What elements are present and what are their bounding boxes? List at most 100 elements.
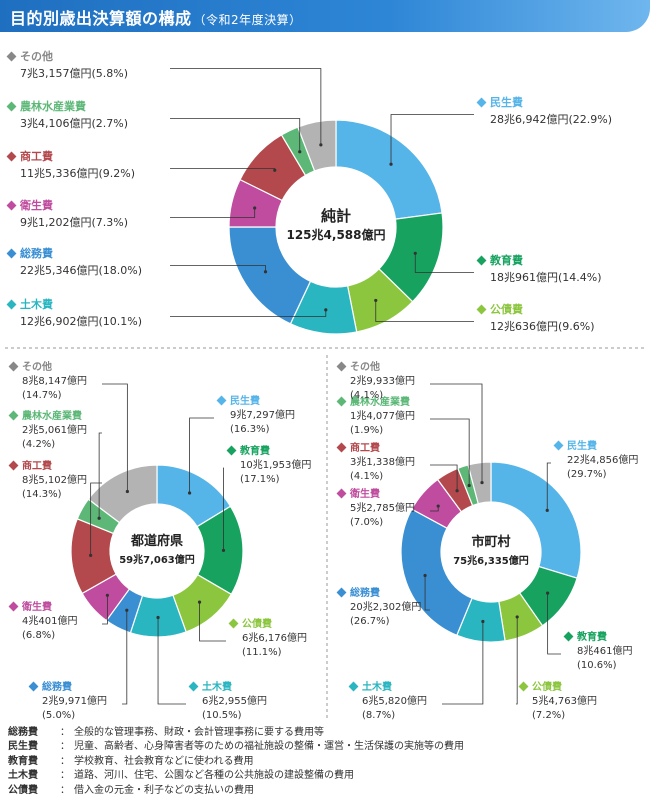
center-value: 75兆6,335億円 [453,554,529,567]
label-amount: 8兆5,102億円 [22,473,87,486]
footnote-row: 土木費：道路、河川、住宅、公園など各種の公共施設の建設整備の費用 [8,769,464,783]
leader-line [223,467,224,551]
legend-marker [8,460,19,471]
center-value: 125兆4,588億円 [286,227,385,242]
leader-dot [319,143,323,147]
center-title: 純計 [321,207,351,225]
footnote-desc: 借入金の元金・利子などの支払いの費用 [74,784,254,796]
leader-line [430,464,458,491]
label-pct: (11.1%) [242,647,282,658]
label-amount: 3兆4,106億円(2.7%) [20,117,128,130]
legend-marker [8,410,19,421]
label-amount: 9兆1,202億円(7.3%) [20,216,128,229]
label-pct: (10.5%) [202,710,242,721]
footnote-term: 総務費 [8,727,38,738]
label-pct: (10.6%) [577,660,617,671]
leader-dot [273,168,277,172]
footnote-row: 公債費：借入金の元金・利子などの支払いの費用 [8,784,464,798]
leader-line [170,309,327,317]
leader-dot [413,251,417,255]
leader-dot [125,489,129,494]
label-name: 民生費 [567,439,597,452]
leader-line [170,208,256,218]
label-name: 衛生費 [21,600,52,613]
legend-marker [476,97,487,108]
label-name: 衛生費 [19,198,53,212]
legend-marker [336,396,347,407]
leader-line [102,595,108,625]
legend-marker [226,445,237,456]
label-amount: 12兆636億円(9.6%) [490,320,595,333]
chart-subtitle: （令和2年度決算） [193,13,302,27]
legend-marker [336,488,347,499]
legend-marker [228,618,239,629]
leader-line [546,462,551,511]
legend-marker [6,151,17,162]
footnote-row: 総務費：全般的な管理事務、財政・会計管理事務に要する費用等 [8,726,464,740]
label-name: 教育費 [239,444,270,457]
label-pct: (7.2%) [532,710,565,721]
label-amount: 3兆1,338億円 [350,455,415,468]
label-amount: 22兆4,856億円 [567,453,638,466]
legend-marker [476,255,487,266]
footnotes: 総務費：全般的な管理事務、財政・会計管理事務に要する費用等 民生費：児童、高齢者… [8,726,464,798]
legend-marker [348,681,359,692]
leader-dot [389,162,393,166]
label-name: 総務費 [20,246,53,260]
legend-marker [8,361,19,372]
label-name: その他 [22,360,52,373]
label-name: 公債費 [532,680,562,693]
label-name: 商工費 [350,441,380,454]
leader-dot [481,619,485,624]
slice-民生費 [490,461,582,579]
label-name: 衛生費 [349,487,380,500]
leader-dot [97,516,101,520]
leader-dot [197,600,202,604]
leader-dot [221,548,226,552]
label-amount: 6兆2,955億円 [202,694,267,707]
leader-line [98,432,102,519]
legend-marker [6,101,17,112]
leader-dot [89,553,93,557]
leader-line [547,593,561,655]
label-pct: (1.9%) [350,425,383,436]
label-amount: 22兆5,346億円(18.0%) [20,264,142,277]
label-name: 土木費 [20,297,53,311]
label-amount: 20兆2,302億円 [350,600,421,613]
label-amount: 5兆4,763億円 [532,694,597,707]
leader-line [170,118,301,152]
label-pct: (14.3%) [22,489,62,500]
label-name: 農林水産業費 [350,395,410,408]
leader-dot [105,593,109,597]
legend-marker [6,248,17,259]
leader-line [430,383,483,483]
label-amount: 5兆2,785億円 [350,501,415,514]
footnote-term: 公債費 [8,784,38,796]
leader-dot [298,150,302,154]
label-name: 教育費 [489,253,523,267]
leader-line [102,383,128,492]
label-amount: 9兆7,297億円 [230,408,295,421]
legend-marker [8,601,19,612]
legend-marker [336,442,347,453]
label-amount: 7兆3,157億円(5.8%) [20,67,128,80]
legend-marker [336,361,347,372]
footnote-desc: 児童、高齢者、心身障害者等のための福祉施設の整備・運営・生活保護の実施等の費用 [74,741,464,753]
label-pct: (14.7%) [22,390,62,401]
label-pct: (16.3%) [230,424,270,435]
label-name: 土木費 [202,680,232,693]
chart-title: 目的別歳出決算額の構成 （令和2年度決算） [10,9,302,28]
legend-marker [553,440,564,451]
legend-marker [188,681,199,692]
leader-line [430,506,439,512]
leader-dot [546,591,550,595]
legend-marker [336,587,347,598]
leader-line [157,617,186,705]
slice-民生費 [335,119,443,220]
label-amount: 1兆4,077億円 [350,409,415,422]
label-amount: 28兆6,942億円(22.9%) [490,113,612,126]
leader-line [390,114,474,165]
leader-dot [156,615,160,620]
label-amount: 8兆461億円 [577,644,632,657]
footnote-term: 民生費 [8,741,38,753]
